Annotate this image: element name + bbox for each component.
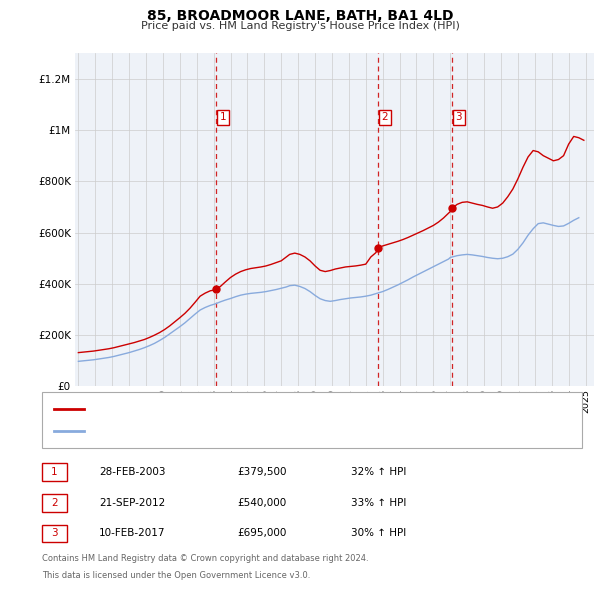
Text: 1: 1 xyxy=(220,112,226,122)
Text: 10-FEB-2017: 10-FEB-2017 xyxy=(99,529,166,538)
Text: 85, BROADMOOR LANE, BATH, BA1 4LD: 85, BROADMOOR LANE, BATH, BA1 4LD xyxy=(147,9,453,23)
Text: 21-SEP-2012: 21-SEP-2012 xyxy=(99,498,165,507)
Text: 1: 1 xyxy=(51,467,58,477)
Text: 30% ↑ HPI: 30% ↑ HPI xyxy=(351,529,406,538)
Text: Contains HM Land Registry data © Crown copyright and database right 2024.: Contains HM Land Registry data © Crown c… xyxy=(42,554,368,563)
Text: 2: 2 xyxy=(51,498,58,507)
Text: £379,500: £379,500 xyxy=(237,467,287,477)
Text: 3: 3 xyxy=(455,112,462,122)
Text: Price paid vs. HM Land Registry's House Price Index (HPI): Price paid vs. HM Land Registry's House … xyxy=(140,21,460,31)
Text: This data is licensed under the Open Government Licence v3.0.: This data is licensed under the Open Gov… xyxy=(42,571,310,579)
Text: 3: 3 xyxy=(51,529,58,538)
Text: HPI: Average price, detached house, Bath and North East Somerset: HPI: Average price, detached house, Bath… xyxy=(90,426,426,435)
Text: 85, BROADMOOR LANE, BATH, BA1 4LD (detached house): 85, BROADMOOR LANE, BATH, BA1 4LD (detac… xyxy=(90,404,378,414)
Text: 33% ↑ HPI: 33% ↑ HPI xyxy=(351,498,406,507)
Text: 32% ↑ HPI: 32% ↑ HPI xyxy=(351,467,406,477)
Text: 28-FEB-2003: 28-FEB-2003 xyxy=(99,467,166,477)
Text: £540,000: £540,000 xyxy=(237,498,286,507)
Text: 2: 2 xyxy=(382,112,388,122)
Text: £695,000: £695,000 xyxy=(237,529,286,538)
